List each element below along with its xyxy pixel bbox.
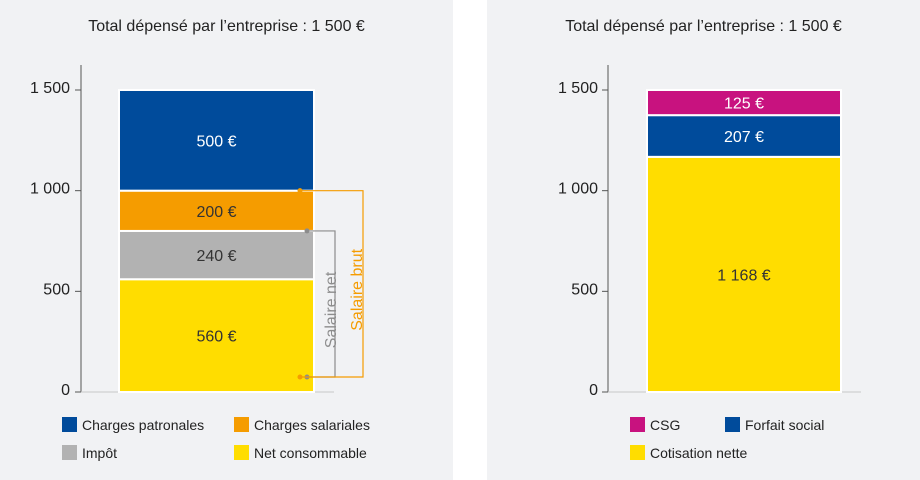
- y-tick-label: 1 500: [30, 80, 70, 97]
- legend-label: Charges patronales: [82, 417, 205, 433]
- data-label: 500 €: [196, 133, 236, 150]
- legend-swatch: [630, 445, 645, 460]
- y-tick-label: 1 000: [30, 181, 70, 198]
- legend-label: Charges salariales: [254, 417, 370, 433]
- bar-segment: [646, 155, 842, 393]
- y-tick-label: 1 000: [558, 181, 598, 198]
- y-tick-label: 0: [61, 382, 70, 399]
- legend-item: Charges patronales: [62, 417, 204, 433]
- chart-panel-left: Total dépensé par l’entreprise : 1 500 €…: [0, 0, 453, 480]
- legend-item: Cotisation nette: [630, 445, 747, 461]
- legend-item: Net consommable: [234, 445, 367, 461]
- legend-item: Forfait social: [725, 417, 824, 433]
- data-label: 125 €: [724, 96, 764, 113]
- y-tick-label: 500: [43, 281, 70, 298]
- bracket-label: Salaire net: [323, 271, 340, 348]
- data-label: 240 €: [196, 248, 236, 265]
- legend-swatch: [62, 417, 77, 432]
- y-tick-label: 1 500: [558, 80, 598, 97]
- chart-title: Total dépensé par l’entreprise : 1 500 €: [88, 18, 365, 35]
- bracket: Salaire brut: [297, 188, 366, 380]
- legend-swatch: [725, 417, 740, 432]
- data-label: 560 €: [196, 329, 236, 346]
- legend-label: Impôt: [82, 445, 118, 461]
- data-label: 207 €: [724, 129, 764, 146]
- legend-item: CSG: [630, 417, 680, 433]
- bracket-label: Salaire brut: [349, 248, 366, 330]
- legend-swatch: [62, 445, 77, 460]
- legend-label: Net consommable: [254, 445, 367, 461]
- y-tick-label: 500: [571, 281, 598, 298]
- bar-segment: [646, 89, 842, 117]
- legend-item: Impôt: [62, 445, 117, 461]
- data-label: 1 168 €: [717, 267, 770, 284]
- bar-segment: [646, 114, 842, 158]
- stacked-bar-chart-right: 0 500 1 000 1 500 1 168 € 207 € 125 €: [558, 65, 861, 399]
- bar-segment: [118, 229, 315, 281]
- legend-label: Cotisation nette: [650, 445, 748, 461]
- bracket: Salaire net: [304, 228, 340, 380]
- bar-segment: [118, 278, 315, 393]
- y-tick-label: 0: [589, 382, 598, 399]
- stacked-bar-chart-left: 0 500 1 000 1 500 560 € 240 € 200 € 500 € Salair…: [30, 65, 366, 399]
- legend-label: CSG: [650, 417, 681, 433]
- bar-segment: [118, 89, 315, 192]
- data-label: 200 €: [196, 204, 236, 221]
- chart-title: Total dépensé par l’entreprise : 1 500 €: [565, 18, 842, 35]
- legend-swatch: [234, 445, 249, 460]
- legend-swatch: [630, 417, 645, 432]
- legend-item: Charges salariales: [234, 417, 370, 433]
- chart-panel-right: Total dépensé par l’entreprise : 1 500 €…: [487, 0, 920, 480]
- legend-label: Forfait social: [745, 417, 825, 433]
- legend-swatch: [234, 417, 249, 432]
